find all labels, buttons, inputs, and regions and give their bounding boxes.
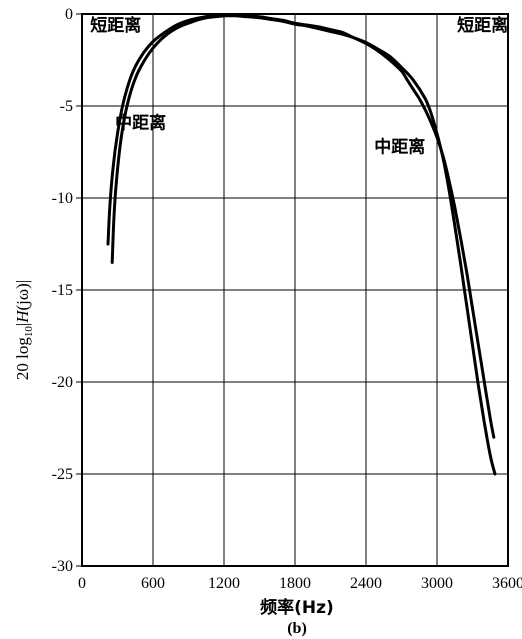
y-tick-label: -25 — [52, 466, 73, 483]
x-tick-label: 1200 — [208, 575, 240, 592]
curve-annotation: 中距离 — [374, 136, 425, 157]
y-axis-label-sub: 10 — [23, 326, 35, 338]
x-tick-label: 3000 — [421, 575, 453, 592]
y-axis-label: 20 log10|H(jω)| — [13, 280, 35, 380]
x-tick-label: 600 — [141, 575, 165, 592]
x-tick-label: 0 — [78, 575, 86, 592]
y-tick-label: -15 — [52, 282, 73, 299]
series-line-2 — [110, 14, 497, 476]
y-tick-label: 0 — [65, 6, 73, 23]
y-axis-label-post: (jω)| — [13, 280, 32, 311]
x-axis-label: 频率(Hz) — [260, 597, 334, 618]
x-tick-label: 3600 — [492, 575, 522, 592]
series-line-1 — [106, 13, 496, 439]
series-group — [106, 13, 497, 476]
y-tick-label: -10 — [52, 190, 73, 207]
y-tick-label: -20 — [52, 374, 73, 391]
x-tick-label: 2400 — [350, 575, 382, 592]
curve-annotation: 中距离 — [115, 113, 166, 134]
y-axis-label-mid: | — [13, 323, 32, 326]
curve-annotation: 短距离 — [90, 15, 141, 36]
y-tick-label: -30 — [52, 558, 73, 575]
curve-annotation: 短距离 — [457, 15, 508, 36]
y-tick-label: -5 — [60, 98, 73, 115]
grid — [81, 13, 509, 567]
x-tick-label: 1800 — [279, 575, 311, 592]
y-axis-label-pre: 20 log — [13, 337, 32, 380]
y-axis-label-italic: H — [13, 309, 32, 324]
tick-labels: 0 600 1200 1800 2400 3000 3600 0 -5 -10 -15 -20 -25 -… — [52, 6, 522, 592]
figure-caption: (b) — [287, 620, 307, 637]
